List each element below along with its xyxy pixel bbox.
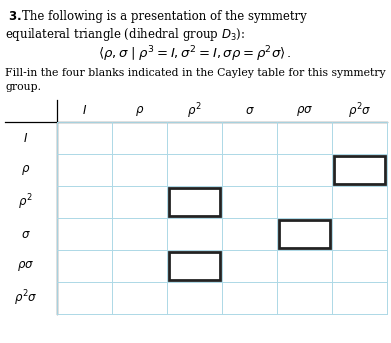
Text: $\rho\sigma$: $\rho\sigma$ bbox=[296, 104, 313, 118]
FancyBboxPatch shape bbox=[169, 188, 220, 216]
Text: $\sigma$: $\sigma$ bbox=[21, 227, 30, 240]
Text: Fill-in the four blanks indicated in the Cayley table for this symmetry: Fill-in the four blanks indicated in the… bbox=[5, 68, 386, 78]
Text: $\rho$: $\rho$ bbox=[135, 104, 144, 118]
Text: $\rho^2$: $\rho^2$ bbox=[187, 101, 202, 121]
Text: $\rho^2\sigma$: $\rho^2\sigma$ bbox=[14, 288, 37, 308]
Text: $I$: $I$ bbox=[23, 131, 28, 144]
FancyBboxPatch shape bbox=[169, 252, 220, 280]
Text: The following is a presentation of the symmetry: The following is a presentation of the s… bbox=[22, 10, 307, 23]
FancyBboxPatch shape bbox=[279, 220, 330, 248]
Text: $\rho$: $\rho$ bbox=[21, 163, 30, 177]
Text: $\rho^2\sigma$: $\rho^2\sigma$ bbox=[348, 101, 371, 121]
Text: group.: group. bbox=[5, 82, 41, 92]
Text: $\rho\sigma$: $\rho\sigma$ bbox=[17, 259, 34, 273]
FancyBboxPatch shape bbox=[334, 156, 385, 184]
Text: equilateral triangle (dihedral group $D_3$):: equilateral triangle (dihedral group $D_… bbox=[5, 26, 245, 43]
Text: $I$: $I$ bbox=[82, 105, 87, 118]
Text: $\sigma$: $\sigma$ bbox=[245, 105, 255, 118]
Text: $\langle \rho, \sigma \mid \rho^3 = I, \sigma^2 = I, \sigma\rho = \rho^2\sigma \: $\langle \rho, \sigma \mid \rho^3 = I, \… bbox=[98, 44, 292, 63]
Text: $\rho^2$: $\rho^2$ bbox=[18, 192, 33, 212]
Text: $\mathbf{3.}$: $\mathbf{3.}$ bbox=[8, 10, 22, 23]
